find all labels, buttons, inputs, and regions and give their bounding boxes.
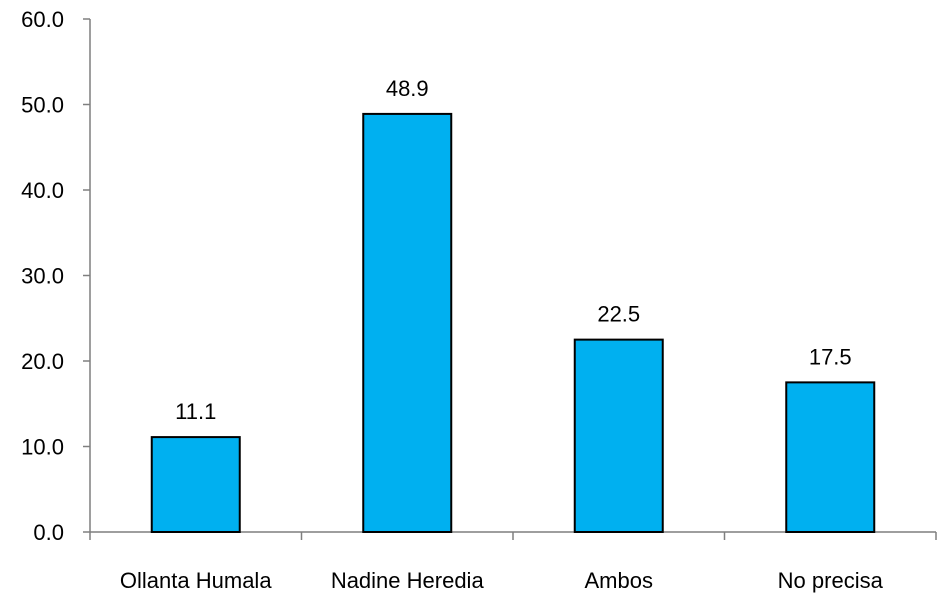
data-label: 22.5 [597, 302, 640, 327]
bar-ambos [573, 338, 664, 533]
y-tick-label: 50.0 [21, 93, 64, 118]
bar-no-precisa [785, 381, 876, 533]
bar-nadine-heredia [362, 112, 453, 533]
y-axis: 0.0 10.0 20.0 30.0 40.0 50.0 60.0 [21, 7, 91, 545]
data-label: 11.1 [175, 399, 216, 424]
bars [150, 112, 876, 533]
x-axis: Ollanta Humala Nadine Heredia Ambos No prec… [89, 531, 937, 593]
x-tick-label: No precisa [778, 568, 884, 593]
y-tick-label: 20.0 [21, 349, 64, 374]
data-label: 48.9 [386, 76, 429, 101]
x-tick-label: Ambos [585, 568, 653, 593]
y-tick-label: 10.0 [21, 435, 64, 460]
y-tick-label: 30.0 [21, 264, 64, 289]
y-tick-label: 60.0 [21, 7, 64, 32]
x-tick-label: Nadine Heredia [331, 568, 485, 593]
data-labels: 11.1 48.9 22.5 17.5 [175, 76, 852, 424]
y-tick-label: 40.0 [21, 178, 64, 203]
data-label: 17.5 [809, 344, 852, 369]
x-tick-label: Ollanta Humala [120, 568, 272, 593]
y-tick-label: 0.0 [33, 520, 64, 545]
bar-ollanta-humala [150, 436, 241, 533]
